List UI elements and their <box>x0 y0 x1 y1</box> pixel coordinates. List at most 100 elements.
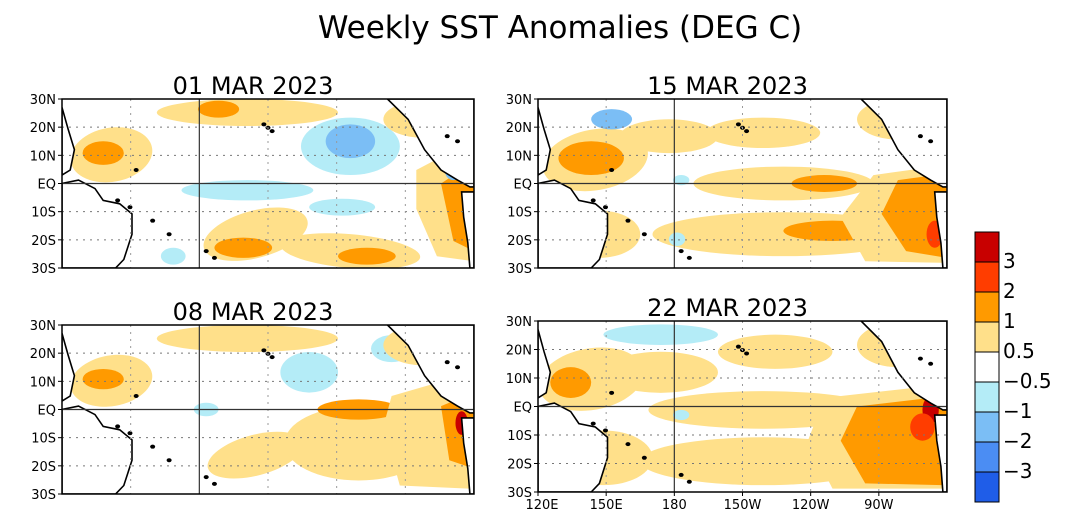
land-mass <box>859 321 947 411</box>
island <box>127 205 133 210</box>
island <box>609 167 615 172</box>
island <box>678 472 684 477</box>
colorbar-swatch <box>974 351 1000 383</box>
colorbar-label: −0.5 <box>1003 369 1052 393</box>
figure-title: Weekly SST Anomalies (DEG C) <box>318 10 802 46</box>
island <box>686 479 692 484</box>
anomaly-patch <box>705 117 821 149</box>
island <box>602 205 608 210</box>
colorbar-swatch <box>974 291 1000 323</box>
island <box>686 255 692 260</box>
island <box>455 365 461 370</box>
island <box>133 393 139 398</box>
island <box>444 134 450 139</box>
anomaly-patch <box>160 247 186 265</box>
latitude-label: 30N <box>506 315 532 330</box>
anomaly-field <box>62 325 474 494</box>
land-mass <box>460 191 474 268</box>
land-mass <box>62 179 133 268</box>
colorbar-label: 3 <box>1003 249 1016 273</box>
colorbar-swatch <box>974 411 1000 443</box>
panel-date: 22 MAR 2023 <box>647 294 808 322</box>
latitude-label: 20S <box>31 460 56 475</box>
land-mass <box>62 107 76 177</box>
latitude-label: 20N <box>30 121 56 136</box>
latitude-label: 10S <box>507 429 532 444</box>
island <box>917 134 923 139</box>
colorbar-swatch <box>974 231 1000 263</box>
latitude-label: EQ <box>38 178 56 193</box>
island <box>744 129 750 134</box>
land-mass <box>386 99 474 188</box>
land-mass <box>933 191 947 268</box>
anomaly-patch <box>550 367 592 398</box>
anomaly-patch <box>591 109 633 130</box>
island <box>625 218 631 223</box>
anomaly-patch <box>672 409 690 421</box>
latitude-label: 10S <box>31 206 56 221</box>
island <box>641 455 647 460</box>
latitude-label: 10N <box>506 149 532 164</box>
island <box>211 481 217 486</box>
anomaly-patch <box>280 352 339 393</box>
island <box>261 348 267 353</box>
latitude-label: 30N <box>506 93 532 108</box>
land-mass <box>538 107 552 177</box>
latitude-label: 30N <box>30 319 56 334</box>
land-mass <box>386 325 474 414</box>
anomaly-field <box>62 99 474 268</box>
colorbar-legend: 3 2 1 0.5 −0.5 −1 −2 −3 <box>974 231 1052 503</box>
latitude-label: 20N <box>506 121 532 136</box>
latitude-label: EQ <box>514 401 532 416</box>
land-mass <box>62 333 76 403</box>
colorbar-label: −2 <box>1003 429 1032 453</box>
land-mass <box>859 99 947 188</box>
island <box>269 129 275 134</box>
colorbar-label: 0.5 <box>1003 339 1035 363</box>
anomaly-patch <box>619 119 718 154</box>
colorbar-label: 2 <box>1003 279 1016 303</box>
land-mass <box>62 405 133 494</box>
island <box>115 424 121 429</box>
latitude-label: EQ <box>38 404 56 419</box>
latitude-label: 10S <box>31 432 56 447</box>
island <box>203 249 209 254</box>
anomaly-patch <box>197 100 240 118</box>
island <box>928 361 934 366</box>
latitude-label: 30N <box>30 93 56 108</box>
anomaly-field <box>538 321 947 492</box>
island <box>641 232 647 237</box>
colorbar-label: 1 <box>1003 309 1016 333</box>
map-panel: 08 MAR 2023 30N 20N 10N EQ 10S 20S 30S <box>30 298 475 503</box>
island <box>928 139 934 144</box>
latitude-label: 20N <box>506 344 532 359</box>
island <box>150 218 156 223</box>
anomaly-patch <box>156 325 339 353</box>
anomaly-patch <box>325 124 376 159</box>
colorbar-label: −1 <box>1003 399 1032 423</box>
colorbar-label: −3 <box>1003 459 1032 483</box>
anomaly-patch <box>668 232 686 247</box>
panel-date: 15 MAR 2023 <box>647 72 808 100</box>
longitude-label: 90W <box>864 498 894 513</box>
latitude-label: 20S <box>507 458 532 473</box>
anomaly-patch <box>82 141 124 165</box>
island <box>455 139 461 144</box>
island <box>735 122 741 127</box>
latitude-label: EQ <box>514 178 532 193</box>
latitude-label: 20S <box>31 234 56 249</box>
map-panel: 15 MAR 2023 30N 20N 10N EQ 10S 20S 30S <box>506 72 948 277</box>
anomaly-field <box>538 99 947 268</box>
longitude-label: 150E <box>590 498 623 513</box>
latitude-label: 30S <box>507 262 532 277</box>
island <box>609 390 615 395</box>
colorbar-swatch <box>974 321 1000 353</box>
anomaly-patch <box>603 351 718 393</box>
land-mass <box>538 329 552 399</box>
island <box>166 232 172 237</box>
anomaly-patch <box>309 198 376 216</box>
anomaly-patch <box>558 141 624 176</box>
colorbar-swatch <box>974 381 1000 413</box>
